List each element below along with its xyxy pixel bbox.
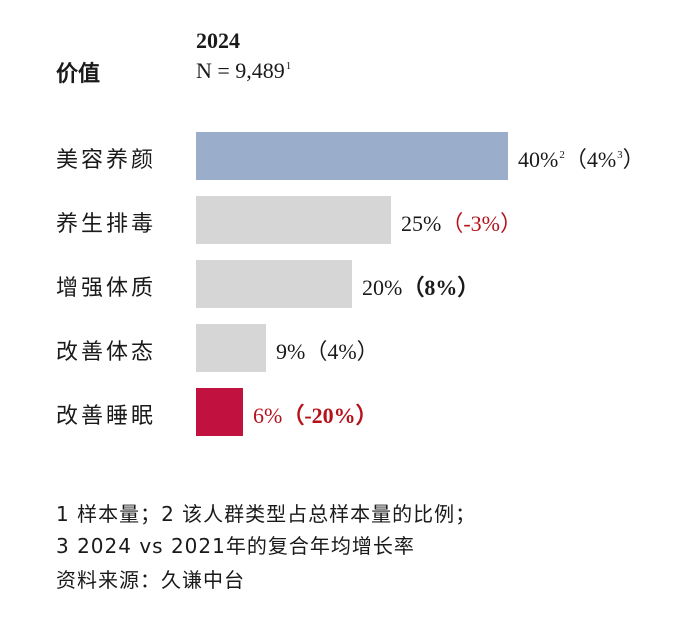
growth-note: 3: [617, 149, 623, 161]
category-label: 养生排毒: [56, 212, 157, 237]
growth-text: （4%）: [305, 339, 379, 364]
year-heading: 2024: [196, 28, 240, 53]
value-text: 25%: [401, 211, 442, 236]
value-text: 9%: [276, 339, 306, 364]
bar: [196, 196, 391, 244]
footnote-2: 3 2024 vs 2021年的复合年均增长率: [56, 534, 415, 558]
footnote-1: 1 样本量；2 该人群类型占总样本量的比例；: [56, 502, 477, 526]
category-label: 改善体态: [56, 340, 157, 365]
footnote-source: 资料来源：久谦中台: [56, 568, 245, 592]
category-heading: 价值: [56, 62, 101, 87]
value-label: 40%2（4%3）: [518, 142, 645, 174]
value-label: 9%（4%）: [276, 334, 379, 366]
category-label: 改善睡眠: [56, 404, 157, 429]
sample-size-note: 1: [285, 60, 292, 72]
sample-size-text: N = 9,489: [196, 58, 285, 83]
bar: [196, 324, 266, 372]
growth-text: （-3%）: [441, 211, 522, 236]
bar: [196, 388, 243, 436]
bar: [196, 132, 508, 180]
value-text: 20%: [362, 275, 403, 300]
category-label: 美容养颜: [56, 148, 157, 173]
value-label: 25%（-3%）: [401, 206, 522, 238]
growth-close: ）: [622, 147, 645, 172]
growth-text: （-20%）: [282, 403, 378, 428]
bar: [196, 260, 352, 308]
value-label: 6%（-20%）: [253, 398, 378, 430]
sample-size: N = 9,4891: [196, 58, 291, 84]
growth-text: （4%: [564, 147, 617, 172]
growth-text: （8%）: [402, 275, 480, 300]
value-text: 6%: [253, 403, 283, 428]
category-label: 增强体质: [56, 276, 157, 301]
value-note: 2: [559, 149, 565, 161]
value-label: 20%（8%）: [362, 270, 479, 302]
value-text: 40%: [518, 147, 559, 172]
